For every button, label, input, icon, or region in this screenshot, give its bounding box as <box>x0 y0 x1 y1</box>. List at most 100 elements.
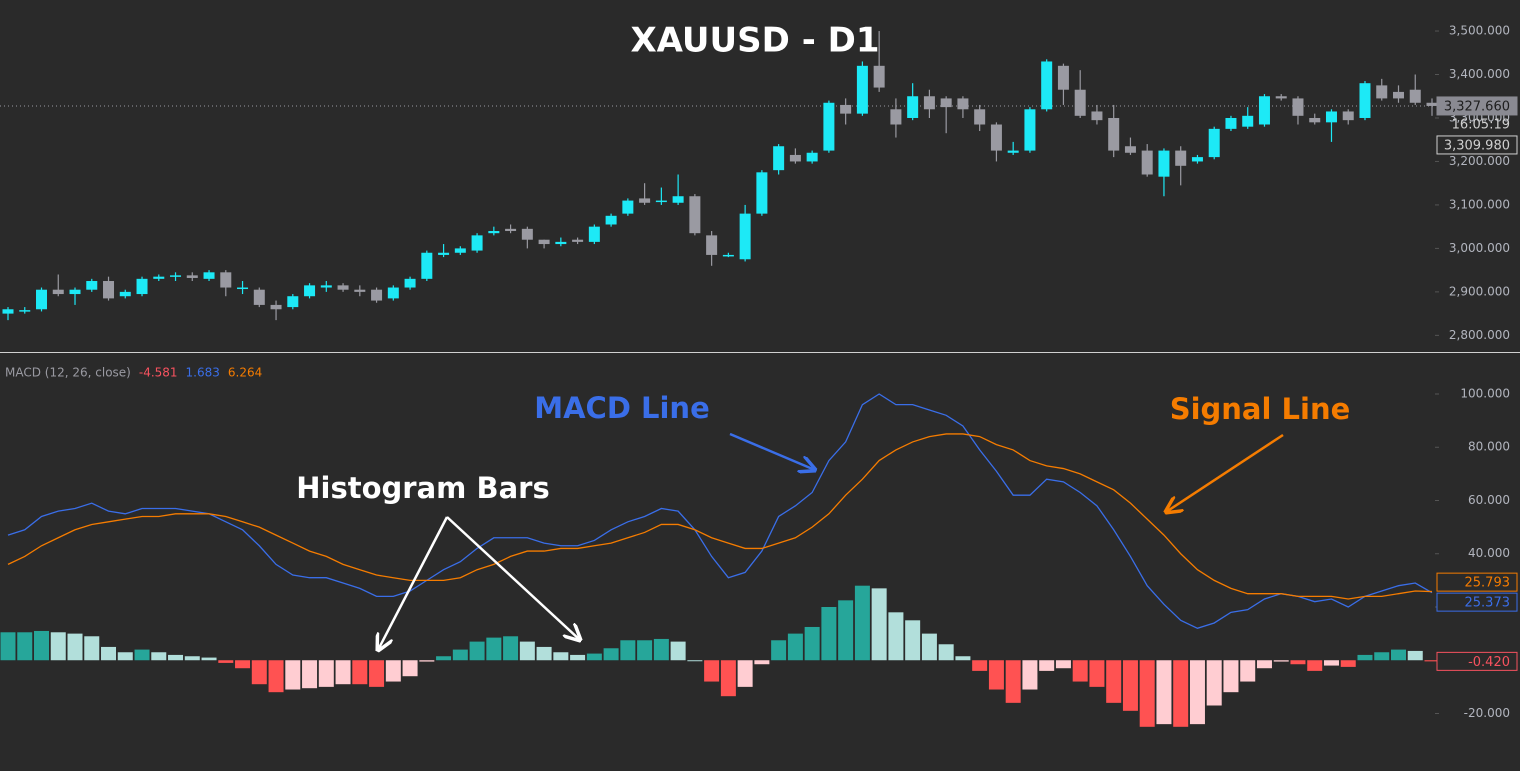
histogram-bar <box>285 660 301 690</box>
candle-body <box>605 215 617 225</box>
histogram-bar <box>854 585 870 661</box>
histogram-bar <box>603 648 619 661</box>
candle-body <box>873 65 885 88</box>
candle-body <box>689 196 701 234</box>
candle-body <box>974 109 986 125</box>
candle-body <box>672 196 684 203</box>
candle-body <box>454 248 466 253</box>
candle-body <box>170 275 182 277</box>
histogram-bar <box>871 588 887 661</box>
candle-body <box>990 124 1002 151</box>
histogram-bar <box>352 660 368 685</box>
candle-body <box>756 172 768 214</box>
histogram-bar <box>50 632 66 661</box>
axis-value-label-box <box>1436 592 1518 612</box>
histogram-bar <box>754 660 770 665</box>
histogram-bar <box>921 633 937 661</box>
histogram-bar <box>1256 660 1272 669</box>
legend-value: -4.581 <box>139 366 178 380</box>
histogram-bar <box>67 633 83 661</box>
histogram-bar <box>1072 660 1088 682</box>
histogram-bar <box>704 660 720 682</box>
histogram-bar <box>737 660 753 687</box>
candle-body <box>52 289 64 295</box>
y-tick-label: -20.000 <box>1464 706 1510 720</box>
price-label: 3,327.660 <box>1444 99 1510 114</box>
candle-body <box>387 287 399 299</box>
candle-body <box>505 228 517 232</box>
histogram-bar <box>235 660 251 669</box>
axis-value-label: 25.793 <box>1465 576 1511 591</box>
line <box>7 433 1433 600</box>
candle-body <box>119 291 131 297</box>
histogram-bar <box>838 600 854 661</box>
candle-body <box>890 109 902 125</box>
candle-body <box>1074 89 1086 116</box>
candle-body <box>1292 98 1304 116</box>
candle-body <box>1007 150 1019 153</box>
histogram-bar <box>1055 660 1071 669</box>
price-label-box <box>1436 135 1518 155</box>
histogram-bar <box>151 652 167 661</box>
candle-body <box>1158 150 1170 177</box>
arrow <box>729 432 815 470</box>
candle-body <box>186 275 198 278</box>
candle-body <box>203 272 215 279</box>
histogram-bar <box>335 660 351 685</box>
histogram-bar <box>519 641 535 661</box>
y-tick-label: 3,000.000 <box>1449 241 1510 255</box>
y-tick-label: 2,800.000 <box>1449 328 1510 342</box>
y-tick-label: 40.000 <box>1468 546 1510 560</box>
candle-body <box>639 198 651 203</box>
histogram-bar <box>369 660 385 687</box>
histogram-bar <box>84 636 100 661</box>
histogram-bar <box>536 646 552 661</box>
histogram-bar <box>687 660 703 662</box>
histogram-bar <box>670 641 686 661</box>
candle-body <box>270 304 282 310</box>
y-tick-label: 3,400.000 <box>1449 67 1510 81</box>
histogram-bar <box>586 653 602 661</box>
candle-body <box>304 285 316 297</box>
histogram-bar <box>1022 660 1038 690</box>
candle-body <box>1409 89 1421 103</box>
candle-body <box>823 102 835 151</box>
histogram-bar <box>1173 660 1189 727</box>
candle-body <box>840 104 852 114</box>
annotation: MACD Line <box>534 391 710 425</box>
candle-body <box>572 239 584 242</box>
histogram-bar <box>1223 660 1239 693</box>
histogram-bar <box>1089 660 1105 687</box>
histogram-bar <box>1005 660 1021 703</box>
candle-body <box>1041 61 1053 110</box>
candle-body <box>253 289 265 305</box>
histogram-bar <box>905 620 921 661</box>
candle-body <box>86 281 98 290</box>
histogram-bar <box>1139 660 1155 727</box>
candle-body <box>957 98 969 110</box>
indicator-label: MACD (12, 26, close) <box>5 366 131 380</box>
candle-body <box>622 200 634 214</box>
candle-body <box>153 276 165 279</box>
histogram-bar <box>787 633 803 661</box>
legend-value: 6.264 <box>228 366 262 380</box>
histogram-bar <box>1307 660 1323 671</box>
candle-body <box>1426 102 1438 106</box>
axis-value-label: 25.373 <box>1465 596 1511 611</box>
histogram-bar <box>988 660 1004 690</box>
histogram-bar <box>1424 660 1440 662</box>
histogram-bar <box>1106 660 1122 703</box>
candle-body <box>1208 128 1220 158</box>
histogram-bar <box>17 632 33 661</box>
candle-body <box>1309 117 1321 123</box>
histogram-bar <box>620 640 636 661</box>
histogram-bar <box>1189 660 1205 725</box>
histogram-bar <box>201 657 217 661</box>
y-tick-label: 60.000 <box>1468 493 1510 507</box>
histogram-bar <box>1156 660 1172 725</box>
histogram-bar <box>268 660 284 693</box>
candle-body <box>923 96 935 110</box>
y-tick-label: 3,200.000 <box>1449 154 1510 168</box>
